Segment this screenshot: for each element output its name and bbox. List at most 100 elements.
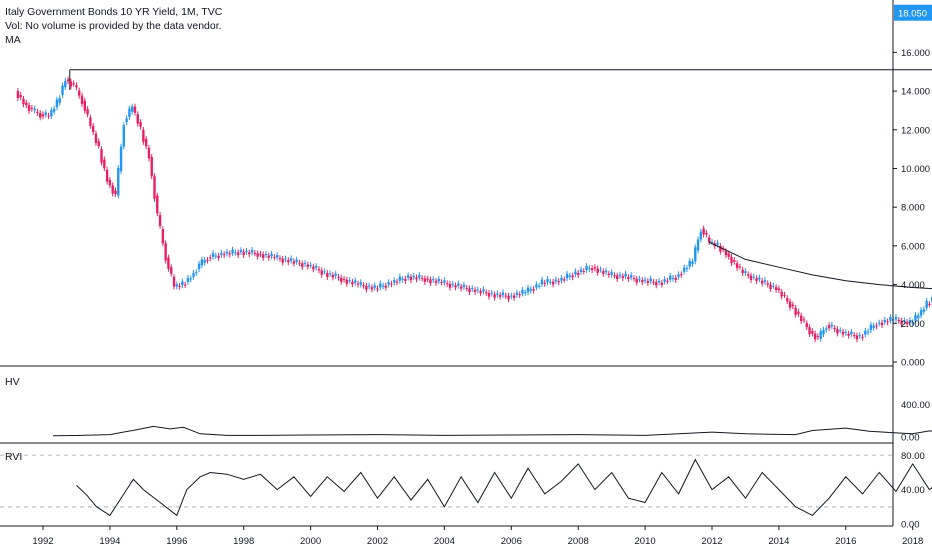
candle-body	[544, 283, 546, 284]
candle-body	[432, 279, 434, 280]
candle-body	[111, 185, 113, 193]
candle-body	[669, 276, 671, 280]
candle-body	[128, 109, 130, 117]
candle-body	[636, 279, 638, 283]
candle-body	[109, 180, 111, 185]
rvi-pane-label[interactable]: RVI	[5, 451, 22, 463]
last-price-label: 18.050	[898, 9, 927, 20]
candle-body	[856, 336, 858, 340]
candle-body	[368, 286, 370, 287]
candle-body	[298, 263, 300, 264]
candle-body	[354, 281, 356, 283]
candle-body	[243, 252, 245, 255]
candle-body	[496, 293, 498, 294]
candle-body	[591, 268, 593, 270]
candle-body	[675, 278, 677, 280]
y-tick-label: 16.000	[901, 48, 930, 59]
candle-body	[315, 266, 317, 268]
candle-body	[524, 292, 526, 293]
candle-body	[861, 337, 863, 338]
candle-body	[429, 279, 431, 283]
candle-body	[833, 328, 835, 329]
candle-body	[588, 268, 590, 269]
candle-body	[889, 317, 891, 321]
candle-body	[170, 267, 172, 274]
candle-body	[463, 285, 465, 287]
candle-body	[552, 282, 554, 285]
candle-body	[70, 81, 72, 86]
candle-body	[139, 122, 141, 127]
candle-body	[482, 289, 484, 291]
candle-body	[850, 332, 852, 334]
candle-body	[820, 331, 822, 339]
ma-label[interactable]: MA	[5, 34, 21, 47]
candle-body	[276, 255, 278, 257]
candle-body	[173, 277, 175, 287]
candle-body	[786, 298, 788, 301]
candle-body	[117, 168, 119, 196]
candle-body	[583, 271, 585, 272]
candle-body	[789, 301, 791, 307]
candle-body	[680, 274, 682, 275]
candle-body	[624, 274, 626, 277]
candle-body	[610, 272, 612, 275]
candle-body	[326, 273, 328, 277]
candle-body	[755, 278, 757, 281]
candle-body	[265, 254, 267, 255]
candle-body	[811, 331, 813, 334]
candle-body	[33, 109, 35, 111]
candle-body	[705, 233, 707, 234]
candle-body	[663, 279, 665, 282]
candle-body	[357, 284, 359, 285]
hv-pane-label[interactable]: HV	[5, 376, 20, 388]
candle-body	[466, 288, 468, 289]
candle-body	[209, 258, 211, 259]
candle-body	[84, 101, 86, 111]
candle-body	[758, 278, 760, 280]
candle-body	[245, 251, 247, 252]
candle-body	[571, 276, 573, 278]
candle-body	[672, 278, 674, 279]
candle-body	[549, 282, 551, 283]
hv-line	[53, 374, 932, 436]
candle-body	[22, 99, 24, 104]
candle-body	[53, 109, 55, 112]
candle-body	[206, 260, 208, 261]
candle-body	[822, 330, 824, 335]
candle-body	[410, 277, 412, 280]
candle-body	[167, 258, 169, 269]
candle-body	[312, 267, 314, 270]
candle-body	[89, 118, 91, 126]
candle-body	[323, 271, 325, 272]
candle-body	[220, 253, 222, 255]
candle-body	[864, 331, 866, 335]
rvi-line	[77, 454, 932, 516]
y-tick-label: 0.000	[901, 358, 925, 369]
candle-body	[240, 250, 242, 252]
candle-body	[764, 280, 766, 282]
candle-body	[566, 274, 568, 278]
candle-body	[920, 310, 922, 315]
candle-body	[700, 232, 702, 240]
candle-body	[39, 113, 41, 117]
candle-body	[379, 283, 381, 287]
x-tick-label: 2012	[701, 536, 722, 547]
candle-body	[728, 254, 730, 257]
candle-body	[730, 257, 732, 263]
candle-body	[878, 323, 880, 324]
candle-body	[120, 147, 122, 172]
candle-body	[145, 139, 147, 146]
candle-body	[446, 283, 448, 284]
candle-body	[808, 327, 810, 334]
candle-body	[814, 334, 816, 340]
candle-body	[273, 257, 275, 258]
candle-body	[270, 254, 272, 256]
candle-body	[658, 281, 660, 282]
candle-body	[125, 118, 127, 122]
candle-body	[374, 285, 376, 287]
candle-body	[499, 295, 501, 297]
candle-body	[45, 112, 47, 114]
candle-body	[178, 286, 180, 287]
